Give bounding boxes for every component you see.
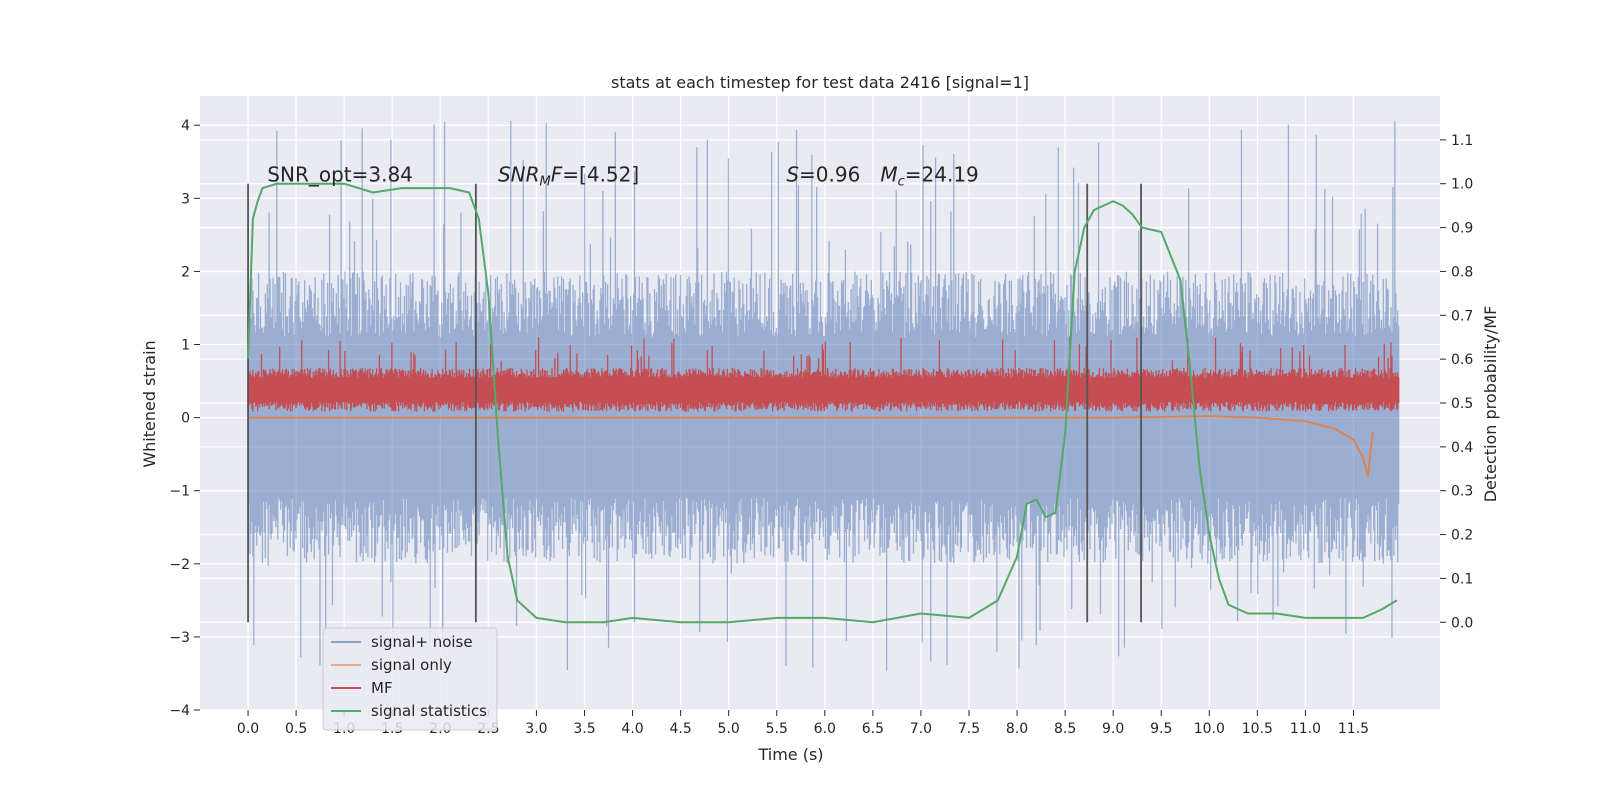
y-tick-label: −3 [169,630,190,646]
y-right-tick-label: 1.1 [1451,133,1473,149]
signal-statistics-line [247,182,1398,624]
x-tick-label: 10.0 [1194,721,1225,737]
signal-only-series [248,415,1374,478]
y-tick-label: −4 [169,703,190,719]
legend-label: signal+ noise [371,633,473,651]
y-right-tick-label: 0.9 [1451,221,1473,237]
x-axis-label: Time (s) [757,745,823,764]
annotation: SNRMF=[4.52] [498,163,639,190]
y-tick-label: 3 [181,191,190,207]
x-tick-label: 4.0 [621,721,643,737]
y-right-tick-label: 0.0 [1451,615,1473,631]
x-tick-label: 3.5 [573,721,595,737]
x-tick-label: 11.5 [1338,721,1369,737]
y-right-tick-label: 0.7 [1451,308,1473,324]
x-tick-label: 10.5 [1242,721,1273,737]
y-axis-label-right: Detection probability/MF [1481,306,1500,503]
x-tick-label: 5.5 [766,721,788,737]
y-right-tick-label: 0.2 [1451,528,1473,544]
y-right-tick-label: 0.1 [1451,571,1473,587]
y-axis-label-left: Whitened strain [140,340,159,467]
y-right-tick-label: 0.4 [1451,440,1473,456]
x-tick-label: 4.5 [669,721,691,737]
x-tick-label: 0.5 [285,721,307,737]
chart-title: stats at each timestep for test data 241… [611,73,1029,92]
x-tick-label: 0.0 [237,721,259,737]
vertical-markers [247,183,1142,623]
y-tick-label: −2 [169,557,190,573]
x-tick-label: 9.5 [1150,721,1172,737]
legend-box [322,627,498,731]
x-tick-label: 8.0 [1006,721,1028,737]
legend-label: MF [371,679,393,697]
legend-label: signal statistics [371,702,487,720]
signal-statistics-series [247,182,1398,624]
y-tick-label: 4 [181,118,190,134]
x-tick-label: 8.5 [1054,721,1076,737]
y-tick-label: 1 [181,338,190,354]
y-right-tick-label: 0.6 [1451,352,1473,368]
x-tick-label: 6.0 [814,721,836,737]
y-right-tick-label: 0.5 [1451,396,1473,412]
annotation: SNR_opt=3.84 [267,163,413,187]
x-tick-label: 3.0 [525,721,547,737]
x-tick-label: 7.0 [910,721,932,737]
annotations: SNR_opt=3.84 SNRMF=[4.52] S=0.96 Mc=24.19 [267,163,979,190]
legend-label: signal only [371,656,452,674]
x-tick-label: 5.0 [718,721,740,737]
x-tick-label: 11.0 [1290,721,1321,737]
y-right-tick-label: 0.8 [1451,264,1473,280]
annotation: S=0.96 Mc=24.19 [786,163,978,190]
x-tick-label: 6.5 [862,721,884,737]
legend: signal+ noise signal only MF signal statist… [322,627,498,731]
x-tick-label: 9.0 [1102,721,1124,737]
y-tick-label: 2 [181,264,190,280]
y-right-tick-label: 0.3 [1451,484,1473,500]
y-tick-label: 0 [181,411,190,427]
signal-only-line [248,415,1374,478]
y-right-tick-label: 1.0 [1451,177,1473,193]
y-ticks-left: −4 −3 −2 −1 0 1 2 3 4 [169,118,200,719]
y-ticks-right: 0.0 0.1 0.2 0.3 0.4 0.5 0.6 0.7 0.8 0.9 1.0 1.1 [1440,133,1473,631]
x-tick-label: 7.5 [958,721,980,737]
y-tick-label: −1 [169,484,190,500]
